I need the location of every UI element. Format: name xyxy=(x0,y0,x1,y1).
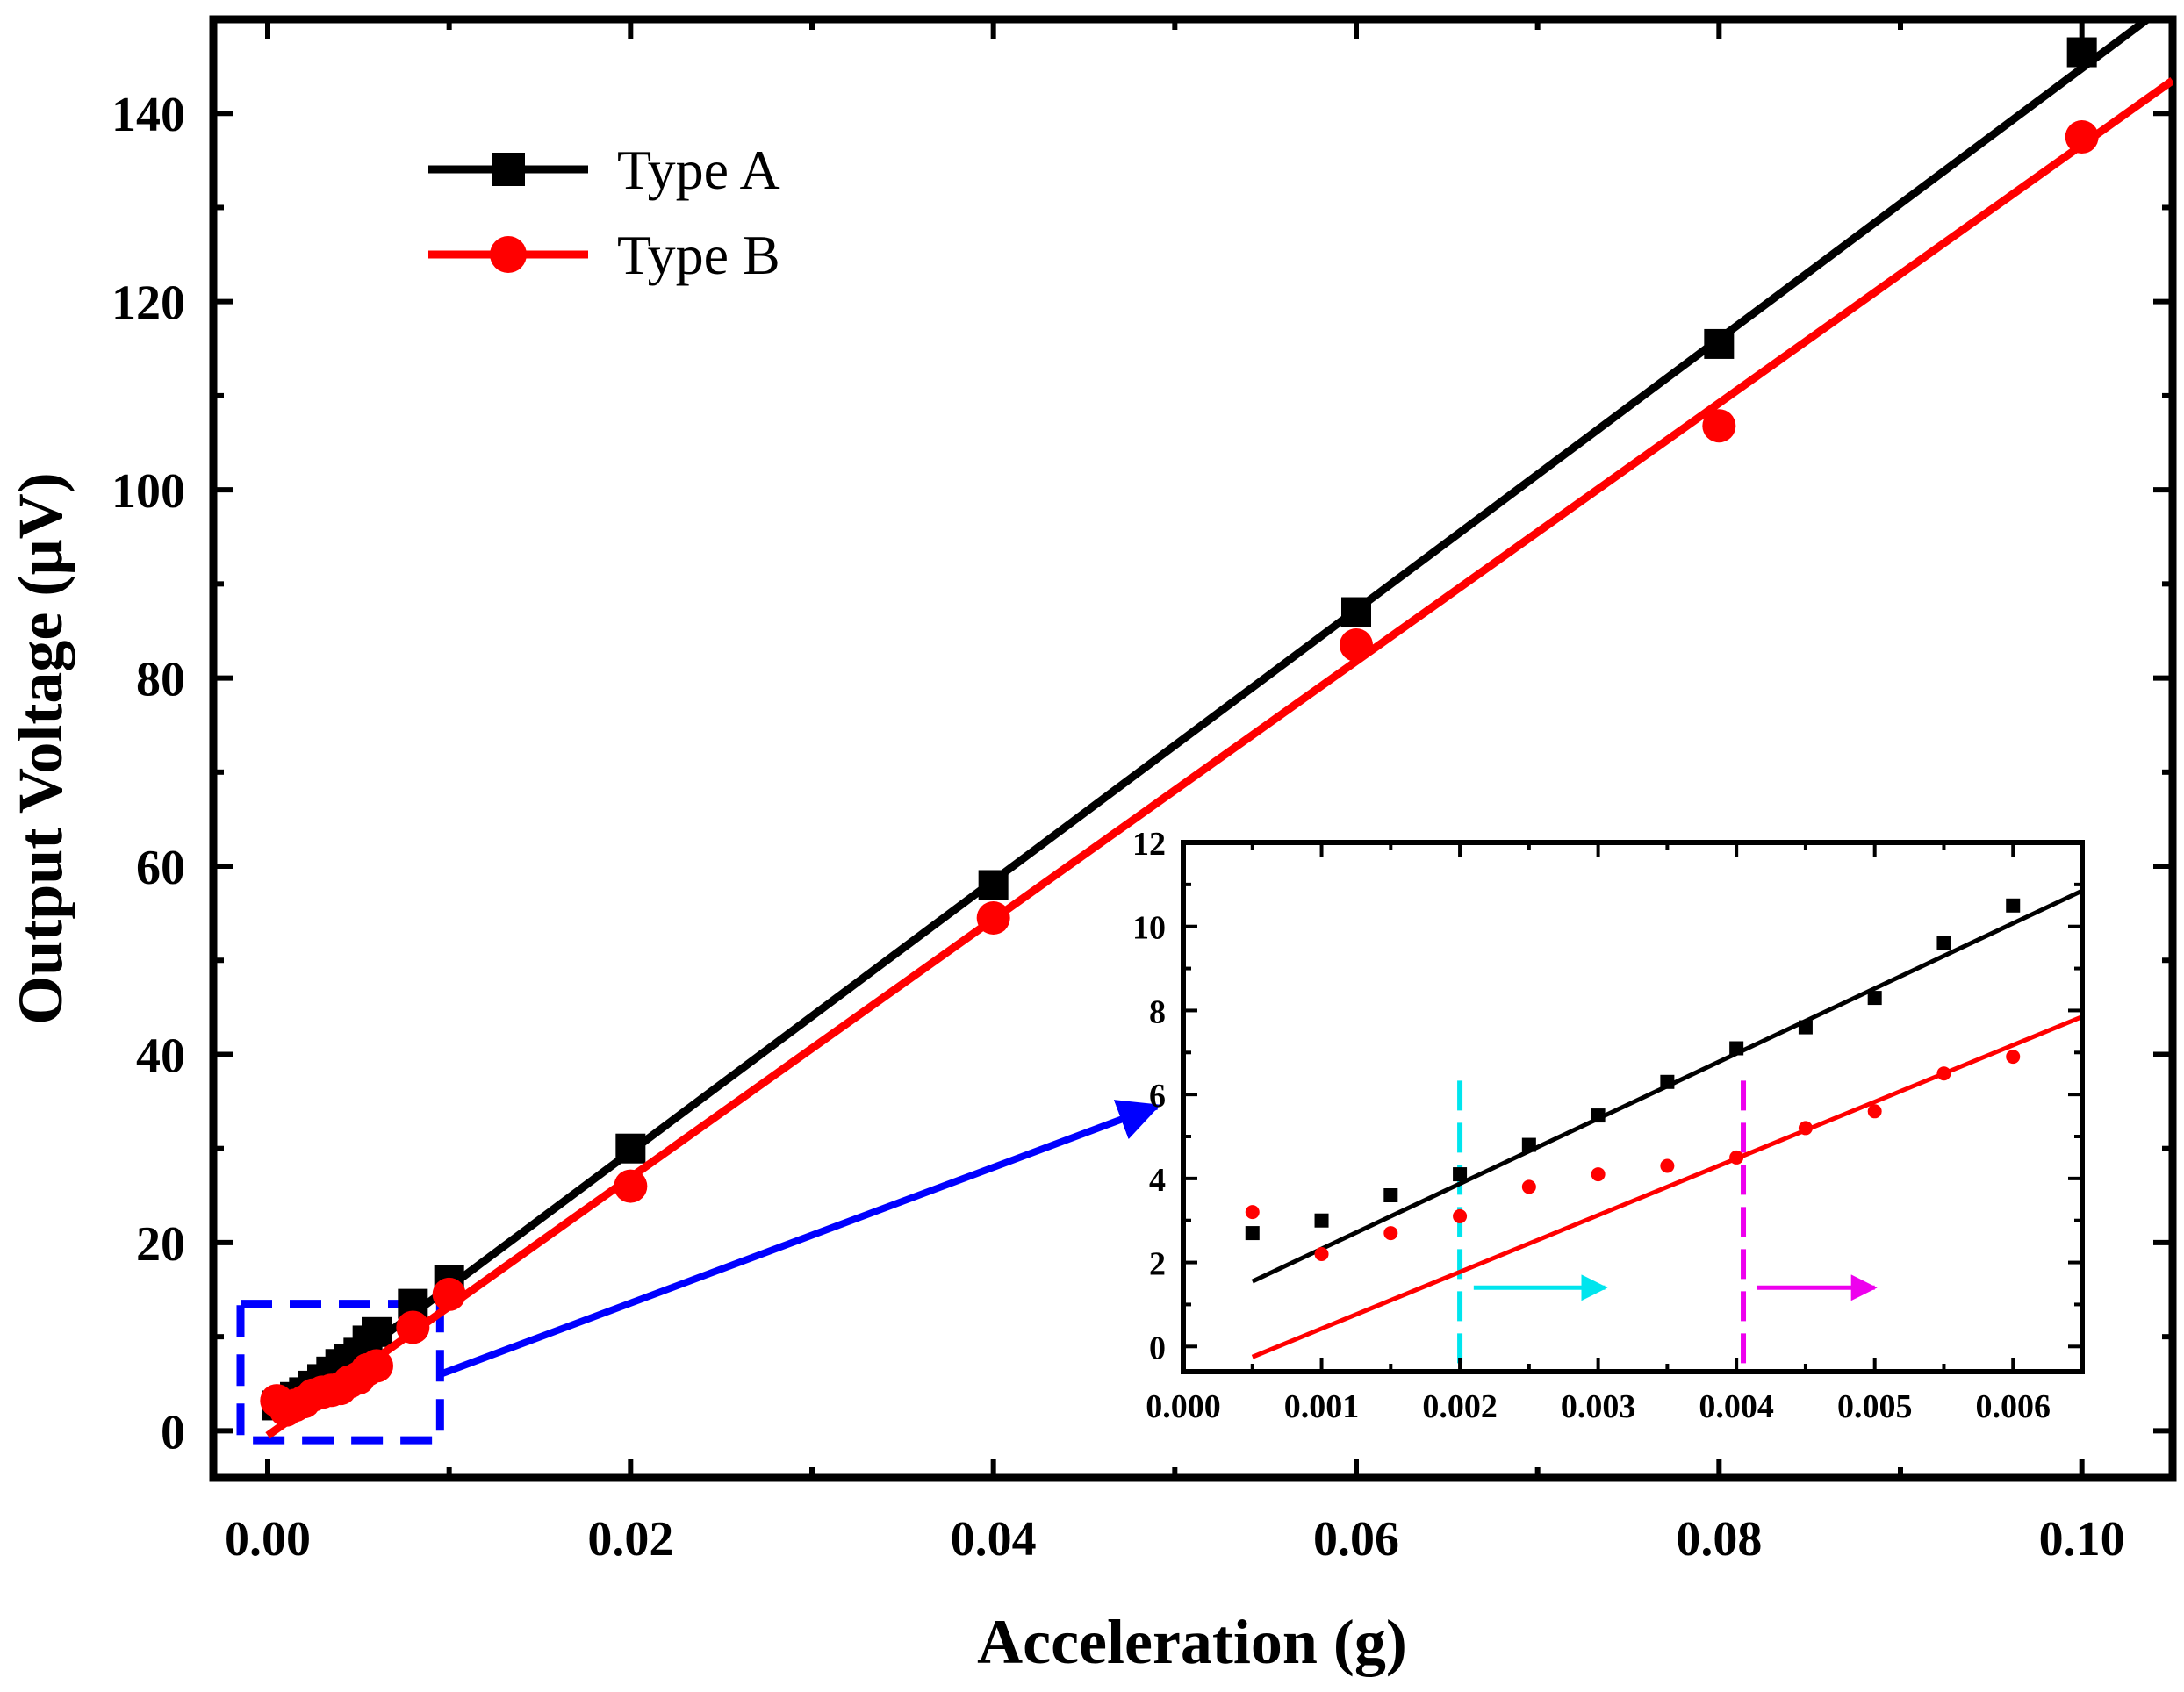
inset-x-tick-label: 0.004 xyxy=(1699,1388,1774,1425)
main-plot-frame xyxy=(209,15,2177,1482)
inset-point-type-b xyxy=(1314,1247,1329,1261)
main-point-type-b xyxy=(360,1349,393,1383)
main-arrow xyxy=(438,1100,1161,1378)
inset-y-tick-label: 6 xyxy=(1149,1078,1166,1115)
main-x-tick-label: 0.06 xyxy=(1313,1512,1399,1567)
main-x-axis: 0.00 0.02 0.04 0.06 0.08 0.10 xyxy=(225,19,2125,1567)
inset-x-tick-label: 0.000 xyxy=(1146,1388,1221,1425)
inset-point-type-a xyxy=(1314,1213,1329,1228)
main-point-type-b xyxy=(614,1169,648,1203)
main-x-tick-label: 0.08 xyxy=(1676,1512,1762,1567)
inset-point-type-b xyxy=(1453,1208,1468,1223)
main-point-type-b xyxy=(1340,628,1373,663)
inset-y-axis: 0 2 4 6 8 10 12 xyxy=(1132,826,2082,1366)
inset-point-type-b xyxy=(2006,1050,2021,1065)
main-point-type-b xyxy=(1702,409,1736,443)
inset-point-type-a xyxy=(1660,1074,1675,1089)
main-y-tick-label: 140 xyxy=(111,88,185,142)
inset-series xyxy=(1245,888,2082,1359)
inset-x-axis: 0.000 0.001 0.002 0.003 0.004 0.005 0.006 xyxy=(1146,842,2051,1425)
main-point-type-b xyxy=(2065,120,2099,154)
inset-x-tick-label: 0.001 xyxy=(1284,1388,1360,1425)
main-point-type-a xyxy=(615,1133,646,1164)
inset-point-type-a xyxy=(2006,898,2021,913)
main-point-type-a xyxy=(1341,597,1371,627)
inset-y-tick-label: 4 xyxy=(1149,1162,1166,1199)
inset-point-type-b xyxy=(1729,1150,1744,1165)
main-fit-line-type-b xyxy=(265,77,2173,1439)
inset-point-type-b xyxy=(1936,1066,1951,1081)
legend-entry-type-a: Type A xyxy=(428,139,780,201)
main-x-tick-label: 0.02 xyxy=(587,1512,673,1567)
main-annotations xyxy=(236,1100,1161,1445)
main-fit-line-type-a xyxy=(274,19,2154,1419)
main-series xyxy=(260,19,2173,1439)
inset-point-type-a xyxy=(1245,1226,1260,1241)
inset-point-type-a xyxy=(1591,1108,1606,1123)
legend-label-type-b: Type B xyxy=(617,224,780,286)
inset-x-tick-label: 0.006 xyxy=(1975,1388,2051,1425)
main-point-type-a xyxy=(978,870,1009,900)
main-y-tick-label: 60 xyxy=(136,841,185,895)
inset-y-tick-label: 0 xyxy=(1149,1330,1166,1366)
main-y-tick-label: 0 xyxy=(161,1405,185,1459)
main-point-type-b xyxy=(396,1310,430,1344)
inset-x-tick-label: 0.003 xyxy=(1561,1388,1636,1425)
inset-point-type-a xyxy=(1383,1188,1398,1202)
inset-y-tick-label: 8 xyxy=(1149,993,1166,1030)
inset-x-tick-label: 0.002 xyxy=(1422,1388,1498,1425)
inset-point-type-b xyxy=(1660,1158,1675,1173)
inset-background xyxy=(1183,842,2082,1372)
main-point-type-a xyxy=(362,1316,392,1347)
main-y-tick-label: 100 xyxy=(111,464,185,519)
inset-point-type-b xyxy=(1867,1104,1882,1119)
legend-marker-circle xyxy=(490,236,527,273)
main-plot-area: 0.00 0.02 0.04 0.06 0.08 0.10 020406080100120… xyxy=(5,15,2177,1677)
inset-plot-frame xyxy=(1181,840,2085,1374)
main-point-type-b xyxy=(432,1277,466,1311)
main-point-type-a xyxy=(2066,37,2097,68)
main-y-tick-label: 120 xyxy=(111,276,185,331)
inset-point-type-a xyxy=(1521,1137,1536,1152)
inset-y-tick-label: 12 xyxy=(1132,826,1166,863)
legend-marker-square xyxy=(492,153,525,186)
legend-entry-type-b: Type B xyxy=(428,224,780,286)
x-axis-title: Acceleration (g) xyxy=(977,1607,1407,1677)
main-y-tick-label: 80 xyxy=(136,653,185,707)
main-x-tick-label: 0.00 xyxy=(225,1512,311,1567)
inset-point-type-a xyxy=(1798,1020,1813,1035)
inset-point-type-b xyxy=(1521,1179,1536,1194)
main-x-tick-label: 0.04 xyxy=(951,1512,1037,1567)
inset-point-type-b xyxy=(1245,1205,1260,1220)
main-y-tick-label: 20 xyxy=(136,1217,185,1272)
legend-label-type-a: Type A xyxy=(617,139,780,201)
inset-y-tick-label: 10 xyxy=(1132,910,1166,947)
inset-point-type-a xyxy=(1867,991,1882,1006)
inset-point-type-a xyxy=(1453,1167,1468,1182)
inset-x-tick-label: 0.005 xyxy=(1837,1388,1913,1425)
legend: Type A Type B xyxy=(428,139,780,286)
main-point-type-a xyxy=(1704,328,1735,359)
inset-y-tick-label: 2 xyxy=(1149,1246,1166,1283)
inset-point-type-b xyxy=(1798,1121,1813,1136)
inset-point-type-a xyxy=(1936,936,1951,950)
y-axis-title: Output Voltage (µV) xyxy=(5,472,75,1025)
main-point-type-b xyxy=(976,901,1010,936)
inset-plot-area: 0.000 0.001 0.002 0.003 0.004 0.005 0.006 0 2 4 6… xyxy=(1132,826,2085,1425)
main-y-tick-label: 40 xyxy=(136,1029,185,1083)
main-x-tick-label: 0.10 xyxy=(2039,1512,2125,1567)
inset-point-type-a xyxy=(1729,1041,1744,1056)
inset-point-type-b xyxy=(1591,1167,1606,1182)
inset-point-type-b xyxy=(1383,1226,1398,1241)
